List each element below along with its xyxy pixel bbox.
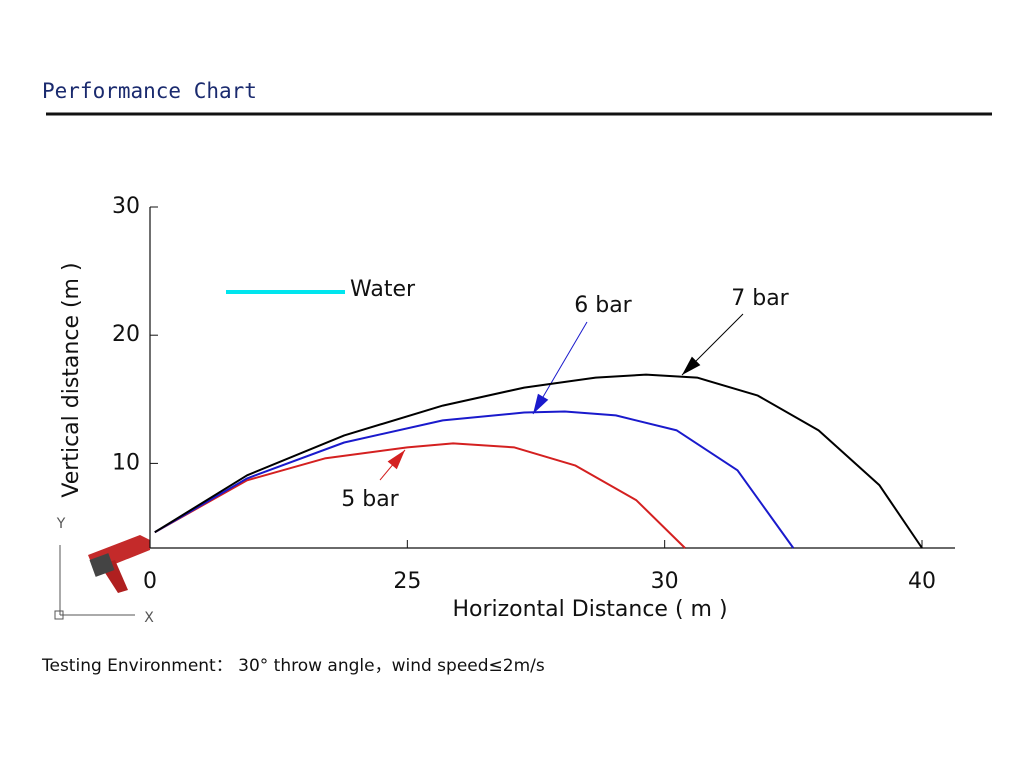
legend-label: Water (350, 277, 416, 302)
x-tick-label: 25 (393, 569, 421, 594)
x-tick-label: 40 (908, 569, 936, 594)
annotation-arrow (387, 450, 405, 470)
series-label: 7 bar (731, 286, 789, 311)
ucs-label: X (144, 610, 154, 626)
series-label: 6 bar (574, 293, 632, 318)
chart-title: Performance Chart (42, 79, 257, 103)
y-axis-label: Vertical distance (m ) (59, 262, 84, 497)
x-tick-label: 0 (143, 569, 157, 594)
annotation-arrow (682, 356, 701, 375)
nozzle-icon (88, 535, 150, 593)
y-tick-label: 30 (112, 194, 140, 219)
x-tick-label: 30 (651, 569, 679, 594)
series-line (154, 410, 795, 549)
y-tick-label: 10 (112, 450, 140, 475)
ucs-box (54, 610, 64, 620)
y-tick-label: 20 (112, 322, 140, 347)
series-label: 5 bar (341, 487, 399, 512)
footnote: Testing Environment： 30° throw angle，win… (41, 656, 545, 676)
x-axis-label: Horizontal Distance ( m ) (452, 597, 727, 622)
series-line (154, 442, 686, 549)
ucs-label: Y (56, 516, 66, 532)
annotation-arrow (533, 393, 549, 414)
series-line (154, 373, 923, 549)
